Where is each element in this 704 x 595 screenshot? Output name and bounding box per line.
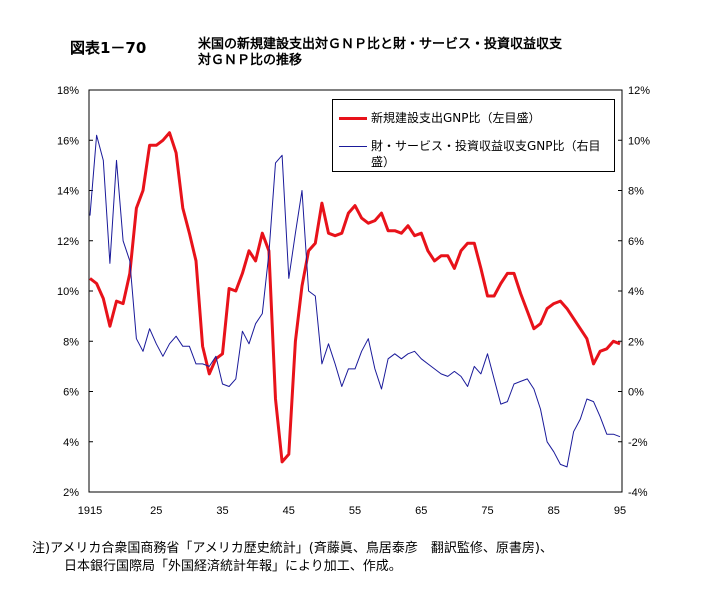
- x-tick-label: 25: [150, 505, 162, 517]
- x-tick-label: 55: [349, 505, 361, 517]
- right-tick-label: -4%: [628, 487, 648, 499]
- chart-title: 米国の新規建設支出対ＧＮＰ比と財・サービス・投資収益収支 対ＧＮＰ比の推移: [198, 37, 562, 69]
- left-tick-label: 2%: [63, 487, 79, 499]
- left-tick-label: 14%: [57, 186, 79, 198]
- title-line-1: 米国の新規建設支出対ＧＮＰ比と財・サービス・投資収益収支: [198, 37, 563, 52]
- legend-label: 財・サービス・投資収益収支GNP比（右目盛）: [371, 139, 601, 169]
- right-tick-label: 12%: [628, 85, 650, 97]
- left-tick-label: 10%: [57, 286, 79, 298]
- footnote-line-2: 日本銀行国際局「外国経済統計年報」により加工、作成。: [64, 559, 402, 574]
- left-tick-label: 4%: [63, 437, 79, 449]
- left-tick-label: 12%: [57, 236, 79, 248]
- right-tick-label: 6%: [628, 236, 644, 248]
- x-tick-label: 75: [481, 505, 493, 517]
- footnote-line-1: 注)アメリカ合衆国商務省「アメリカ歴史統計」(斉藤眞、鳥居泰彦 翻訳監修、原書房…: [32, 541, 553, 556]
- x-tick-label: 45: [283, 505, 295, 517]
- figure-number: 図表1－70: [70, 39, 147, 57]
- legend-label: 新規建設支出GNP比（左目盛）: [371, 111, 541, 125]
- x-tick-label: 35: [216, 505, 228, 517]
- left-tick-label: 8%: [63, 336, 79, 348]
- legend-swatch-blue: [339, 146, 367, 147]
- left-tick-label: 16%: [57, 135, 79, 147]
- right-tick-label: 8%: [628, 186, 644, 198]
- legend-swatch-red: [339, 117, 367, 120]
- right-tick-label: 2%: [628, 336, 644, 348]
- x-tick-label: 1915: [78, 505, 102, 517]
- right-tick-label: 0%: [628, 387, 644, 399]
- title-line-2: 対ＧＮＰ比の推移: [198, 53, 303, 68]
- balance-series-line: [89, 134, 621, 468]
- x-tick-label: 65: [415, 505, 427, 517]
- legend: 新規建設支出GNP比（左目盛） 財・サービス・投資収益収支GNP比（右目盛）: [332, 99, 615, 172]
- legend-item-balance: 財・サービス・投資収益収支GNP比（右目盛）: [339, 138, 609, 170]
- footnote: 注)アメリカ合衆国商務省「アメリカ歴史統計」(斉藤眞、鳥居泰彦 翻訳監修、原書房…: [32, 540, 553, 576]
- right-tick-label: 10%: [628, 135, 650, 147]
- left-tick-label: 6%: [63, 387, 79, 399]
- right-tick-label: -2%: [628, 437, 648, 449]
- construction-series-line: [89, 131, 621, 464]
- x-tick-label: 85: [548, 505, 560, 517]
- legend-item-construction: 新規建設支出GNP比（左目盛）: [339, 110, 609, 126]
- x-tick-label: 95: [614, 505, 626, 517]
- left-tick-label: 18%: [57, 85, 79, 97]
- right-tick-label: 4%: [628, 286, 644, 298]
